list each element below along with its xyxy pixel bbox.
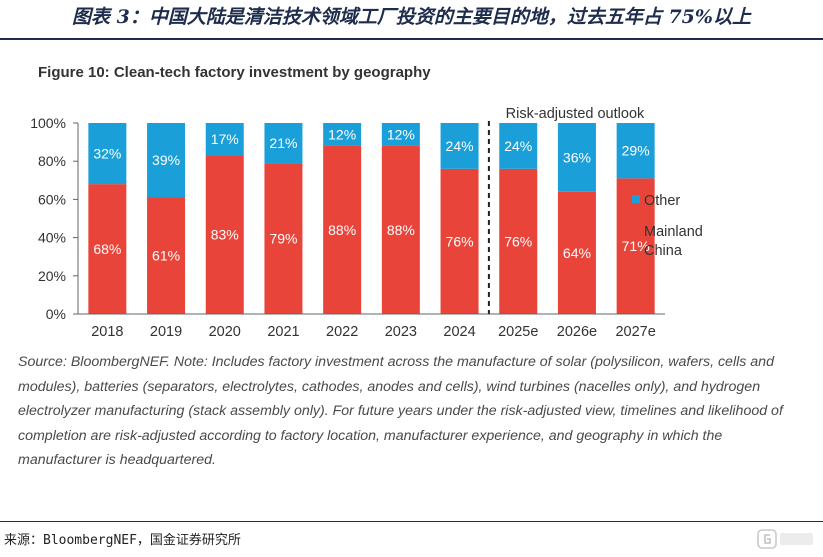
bar-other-2024 xyxy=(440,123,479,169)
x-tick-label: 2021 xyxy=(267,324,299,340)
x-tick-label: 2027e xyxy=(615,324,655,340)
bar-other-2023 xyxy=(381,123,420,146)
x-tick-label: 2023 xyxy=(385,324,417,340)
data-label-other: 12% xyxy=(328,126,356,142)
data-label-other: 12% xyxy=(387,126,415,142)
legend-label-other: Other xyxy=(644,193,680,209)
x-tick-label: 2018 xyxy=(91,324,123,340)
data-label-other: 24% xyxy=(446,138,474,154)
legend-swatch-mainland-china xyxy=(632,226,640,234)
bar-other-2026e xyxy=(557,123,596,192)
gelonghui-logo-icon xyxy=(757,529,813,549)
data-label-other: 21% xyxy=(269,135,297,151)
bar-other-2021 xyxy=(264,123,303,164)
data-label-other: 17% xyxy=(211,131,239,147)
data-label-mainland-china: 88% xyxy=(387,222,415,238)
bar-mainland-china-2024 xyxy=(440,168,479,314)
stacked-bar-chart: 0% 20% 40% 60% 80% 100% 68% 32% 61% 39% 83% 17% 79%… xyxy=(30,106,703,340)
data-label-mainland-china: 79% xyxy=(269,231,297,247)
data-label-mainland-china: 68% xyxy=(93,241,121,257)
risk-adjusted-annotation: Risk-adjusted outlook xyxy=(506,106,645,122)
page-title: 图表 3：中国大陆是清洁技术领域工厂投资的主要目的地，过去五年占 75%以上 xyxy=(72,6,751,28)
figure-title: Figure 10: Clean-tech factory investment… xyxy=(38,64,431,81)
y-tick-label: 0% xyxy=(46,306,66,322)
x-tick-label: 2026e xyxy=(557,324,597,340)
bar-mainland-china-2018 xyxy=(88,184,127,314)
title-divider xyxy=(0,38,823,40)
x-tick-label: 2019 xyxy=(150,324,182,340)
data-label-mainland-china: 88% xyxy=(328,222,356,238)
bars xyxy=(88,123,655,314)
bar-mainland-china-2026e xyxy=(557,191,596,314)
legend: Other Mainland China xyxy=(632,193,703,259)
legend-label-mainland-china: Mainland China xyxy=(644,224,703,259)
bar-mainland-china-2023 xyxy=(381,145,420,314)
x-axis: 2018 2019 2020 2021 2022 2023 2024 2025e 2026e 20… xyxy=(78,313,665,340)
bar-mainland-china-2021 xyxy=(264,163,303,314)
x-tick-label: 2020 xyxy=(209,324,241,340)
data-label-other: 24% xyxy=(504,138,532,154)
y-tick-label: 20% xyxy=(38,268,66,284)
y-tick-label: 100% xyxy=(30,115,66,131)
bar-mainland-china-2019 xyxy=(147,197,186,314)
y-axis: 0% 20% 40% 60% 80% 100% xyxy=(30,115,79,322)
data-label-other: 36% xyxy=(563,149,591,165)
data-label-mainland-china: 83% xyxy=(211,227,239,243)
bar-other-2027e xyxy=(616,123,655,179)
data-label-other: 39% xyxy=(152,152,180,168)
legend-swatch-other xyxy=(632,195,640,203)
bar-mainland-china-2022 xyxy=(323,145,362,314)
data-label-mainland-china: 76% xyxy=(504,233,532,249)
y-tick-label: 40% xyxy=(38,230,66,246)
data-label-mainland-china: 71% xyxy=(622,238,650,254)
y-tick-label: 60% xyxy=(38,191,66,207)
data-label-other: 32% xyxy=(93,146,121,162)
data-label-mainland-china: 64% xyxy=(563,245,591,261)
bar-other-2019 xyxy=(147,123,186,198)
bar-other-2020 xyxy=(205,123,244,156)
x-tick-label: 2022 xyxy=(326,324,358,340)
x-tick-label: 2025e xyxy=(498,324,538,340)
data-labels: 68% 32% 61% 39% 83% 17% 79% 21% 88% 12% 88% 12% 76% 2… xyxy=(93,126,649,263)
bar-other-2025e xyxy=(499,123,538,169)
x-tick-label: 2024 xyxy=(443,324,475,340)
y-tick-label: 80% xyxy=(38,153,66,169)
data-label-other: 29% xyxy=(622,143,650,159)
bar-other-2022 xyxy=(323,123,362,146)
source-note: Source: BloombergNEF. Note: Includes fac… xyxy=(18,354,783,469)
data-label-mainland-china: 76% xyxy=(446,233,474,249)
footer-source: 来源：BloombergNEF，国金证券研究所 xyxy=(4,533,241,548)
data-label-mainland-china: 61% xyxy=(152,248,180,264)
bar-mainland-china-2020 xyxy=(205,155,244,314)
footer-divider xyxy=(0,521,823,522)
bar-mainland-china-2025e xyxy=(499,168,538,314)
bar-other-2018 xyxy=(88,123,127,185)
